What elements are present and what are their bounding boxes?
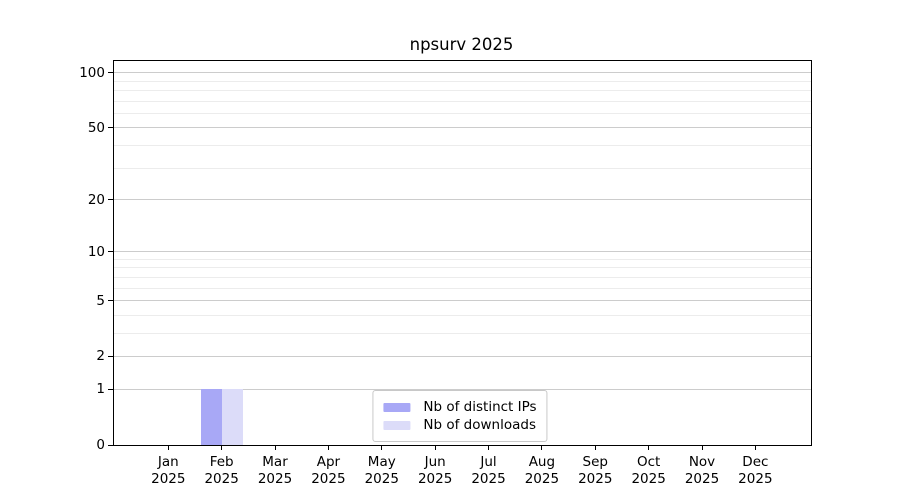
x-tick-label-line: 2025 <box>257 471 293 487</box>
y-tick <box>108 127 113 129</box>
x-tick-label: Jul 2025 <box>459 454 519 488</box>
x-tick-label-line: 2025 <box>417 471 453 487</box>
x-tick-label-line: May <box>367 454 396 470</box>
x-tick-label-line: 2025 <box>311 471 346 487</box>
x-tick-label: Aug 2025 <box>512 454 572 488</box>
y-gridline-major <box>114 127 811 129</box>
x-tick-label: Apr 2025 <box>298 454 358 488</box>
x-tick <box>701 445 703 450</box>
x-tick <box>381 445 383 450</box>
legend-item-downloads: Nb of downloads <box>383 417 536 433</box>
x-tick-label-line: Aug <box>528 454 556 470</box>
bar-distinct-ips <box>200 389 222 445</box>
x-tick <box>754 445 756 450</box>
y-gridline-major <box>114 251 811 253</box>
y-tick <box>108 300 113 302</box>
y-gridline-minor <box>114 276 811 278</box>
x-tick-label-line: 2025 <box>684 471 720 487</box>
x-tick-label-line: Jun <box>424 454 446 470</box>
x-tick <box>221 445 223 450</box>
bar-downloads <box>221 389 243 445</box>
x-tick <box>167 445 169 450</box>
y-tick <box>108 444 113 446</box>
x-tick-label-line: Apr <box>316 454 341 470</box>
x-tick-label-line: Sep <box>582 454 608 470</box>
y-gridline-major <box>114 388 811 390</box>
y-tick-label: 100 <box>79 64 105 81</box>
x-tick-label-line: 2025 <box>151 471 186 487</box>
axes-ticks-layer: 0 1 2 5 10 20 50 100 Jan 2025 Feb 2025 Mar 2025 Apr 202… <box>79 61 811 487</box>
y-gridline-major <box>114 300 811 302</box>
x-tick-label: Sep 2025 <box>565 454 625 488</box>
x-tick-label: Jun 2025 <box>405 454 465 488</box>
y-gridline-minor <box>114 258 811 260</box>
x-tick-label-line: Jul <box>480 454 497 470</box>
y-gridline-minor <box>114 332 811 334</box>
y-tick-label: 2 <box>96 348 105 365</box>
legend-swatch-downloads <box>383 420 411 430</box>
y-tick <box>108 72 113 74</box>
legend: Nb of distinct IPs Nb of downloads <box>372 390 548 442</box>
y-gridline-minor <box>114 167 811 169</box>
x-tick-label-line: 2025 <box>524 471 560 487</box>
x-tick-label: Dec 2025 <box>725 454 785 488</box>
x-tick <box>274 445 276 450</box>
y-gridline-minor <box>114 80 811 82</box>
y-tick <box>108 199 113 200</box>
legend-label-distinct-ips: Nb of distinct IPs <box>423 399 537 415</box>
y-gridline-minor <box>114 100 811 102</box>
y-gridline-major <box>114 355 811 357</box>
x-tick-label: Feb 2025 <box>192 454 252 488</box>
y-tick <box>108 355 113 357</box>
y-gridline-major <box>114 72 811 74</box>
legend-swatch-distinct-ips <box>383 402 411 412</box>
x-tick-label-line: Mar <box>262 454 288 470</box>
x-tick-label: Mar 2025 <box>245 454 305 488</box>
x-tick <box>434 445 436 450</box>
y-gridline-minor <box>114 145 811 147</box>
gridlines-layer <box>114 61 811 445</box>
y-tick-label: 50 <box>87 119 105 136</box>
y-gridline-minor <box>114 287 811 289</box>
x-tick-label-line: 2025 <box>578 471 613 487</box>
y-gridline-major <box>114 199 811 200</box>
x-tick <box>541 445 543 450</box>
x-tick-label-line: Nov <box>688 454 716 470</box>
y-tick-label: 1 <box>96 381 105 398</box>
chart-title: npsurv 2025 <box>409 35 514 54</box>
legend-label-downloads: Nb of downloads <box>423 417 536 433</box>
x-tick <box>488 445 490 450</box>
x-tick-label: Jan 2025 <box>138 454 198 488</box>
x-tick-label-line: Oct <box>636 454 661 470</box>
y-tick-label: 0 <box>96 437 105 453</box>
y-tick-label: 20 <box>87 191 105 208</box>
plot-area: 0 1 2 5 10 20 50 100 Jan 2025 Feb 2025 Mar 2025 Apr 202… <box>79 60 812 487</box>
y-gridline-minor <box>114 314 811 316</box>
x-tick-label-line: 2025 <box>204 471 239 487</box>
y-gridline-minor <box>114 113 811 115</box>
legend-item-distinct-ips: Nb of distinct IPs <box>383 399 537 415</box>
x-tick <box>594 445 596 450</box>
y-gridline-minor <box>114 90 811 92</box>
x-tick-label-line: 2025 <box>738 471 773 487</box>
y-tick-label: 10 <box>87 243 105 260</box>
x-tick-label-line: Feb <box>209 454 234 470</box>
x-tick-label-line: 2025 <box>364 471 399 487</box>
x-tick-label-line: Jan <box>157 454 179 470</box>
x-tick-label: Nov 2025 <box>672 454 732 488</box>
x-tick-label-line: 2025 <box>631 471 666 487</box>
x-tick-label-line: 2025 <box>471 471 506 487</box>
x-tick <box>327 445 329 450</box>
x-tick <box>648 445 650 450</box>
y-tick <box>108 388 113 390</box>
x-tick-label: Oct 2025 <box>619 454 679 488</box>
bars-layer <box>114 61 811 445</box>
y-tick-label: 5 <box>96 292 105 309</box>
y-tick <box>108 251 113 253</box>
x-tick-label: May 2025 <box>352 454 412 488</box>
y-gridline-minor <box>114 267 811 269</box>
x-tick-label-line: Dec <box>742 454 769 470</box>
